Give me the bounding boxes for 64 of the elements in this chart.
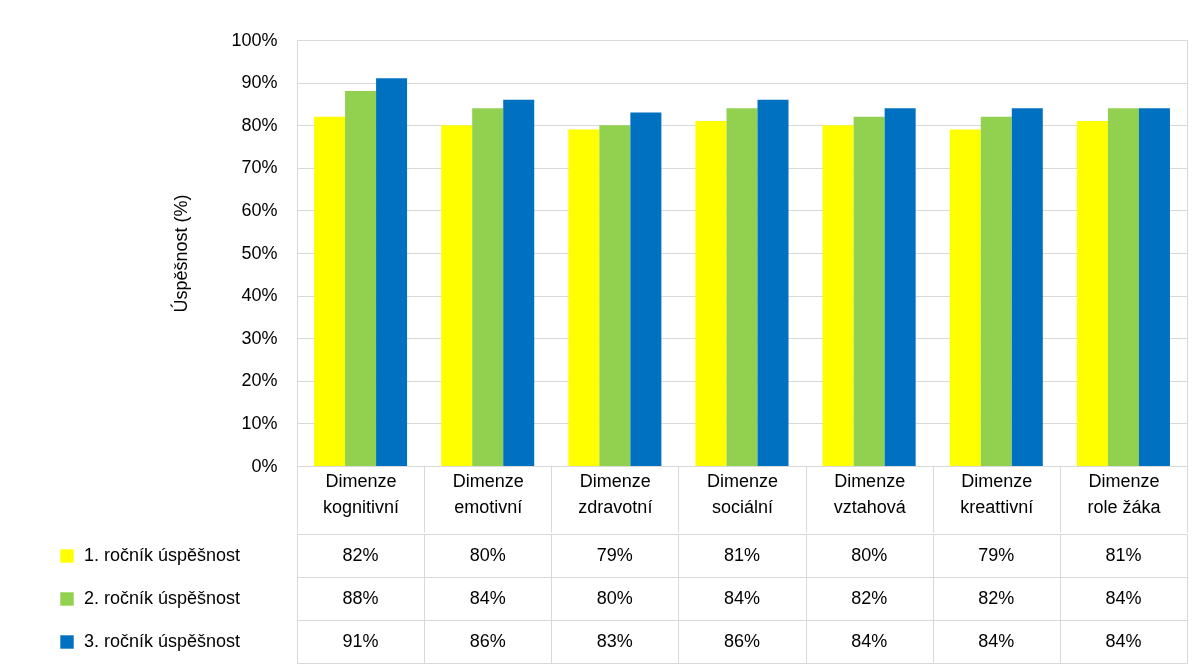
data-label: 83%	[596, 630, 633, 651]
data-label: 82%	[342, 544, 379, 565]
bar	[1138, 108, 1170, 466]
bar	[376, 78, 408, 466]
data-label: 81%	[1105, 544, 1142, 565]
data-label: 84%	[723, 587, 761, 608]
y-tick-label: 40%	[241, 285, 278, 306]
y-tick-label: 100%	[231, 29, 278, 50]
data-label: 82%	[851, 587, 888, 608]
bar	[630, 112, 662, 466]
data-label: 91%	[342, 630, 379, 651]
y-tick-label: 70%	[241, 157, 278, 178]
y-axis-title: Úspěšnost (%)	[170, 194, 192, 313]
data-label: 86%	[723, 630, 761, 651]
legend-label: 1. ročník úspěšnost	[84, 545, 241, 565]
data-label: 84%	[978, 630, 1015, 651]
data-label: 79%	[596, 544, 633, 565]
x-tick-label: Dimenze sociální	[706, 470, 779, 517]
data-label: 84%	[851, 630, 888, 651]
x-tick-label: Dimenze zdravotní	[578, 470, 653, 517]
y-tick-label: 10%	[241, 412, 278, 433]
bar	[853, 116, 885, 466]
legend-label: 3. ročník úspěšnost	[84, 631, 241, 651]
bar	[822, 125, 854, 466]
bar	[503, 99, 535, 466]
data-label: 79%	[978, 544, 1015, 565]
data-label: 84%	[1105, 630, 1142, 651]
legend-label: 2. ročník úspěšnost	[84, 588, 241, 608]
data-label: 80%	[851, 544, 888, 565]
bar	[980, 116, 1012, 466]
y-tick-label: 50%	[241, 242, 278, 263]
bar	[345, 91, 377, 466]
data-label: 86%	[469, 630, 506, 651]
bar	[695, 120, 727, 466]
y-tick-label: 20%	[241, 370, 278, 391]
data-label: 84%	[1105, 587, 1142, 608]
x-tick-label: Dimenze emotivní	[452, 470, 524, 517]
y-tick-label: 80%	[241, 114, 278, 135]
bar	[726, 108, 758, 466]
bar	[568, 129, 600, 466]
data-label: 84%	[469, 587, 506, 608]
bar	[441, 125, 473, 466]
data-label: 88%	[342, 587, 379, 608]
data-label: 80%	[469, 544, 506, 565]
y-tick-label: 0%	[251, 455, 278, 476]
x-tick-label: Dimenze role žáka	[1087, 470, 1162, 517]
bar	[599, 125, 631, 466]
bar	[1076, 120, 1108, 466]
bar	[472, 108, 504, 466]
x-tick-label: Dimenze vztahová	[833, 470, 907, 517]
bar	[884, 108, 916, 466]
data-label: 80%	[596, 587, 633, 608]
x-tick-label: Dimenze kreattivní	[960, 470, 1034, 517]
data-label: 81%	[723, 544, 761, 565]
bar	[757, 99, 789, 466]
bar	[314, 116, 346, 466]
y-tick-label: 90%	[241, 72, 278, 93]
data-label: 82%	[978, 587, 1015, 608]
y-tick-label: 30%	[241, 327, 278, 348]
bar	[1011, 108, 1043, 466]
x-tick-label: Dimenze kognitivní	[323, 470, 400, 517]
y-tick-label: 60%	[241, 199, 278, 220]
bar	[949, 129, 981, 466]
bar	[1107, 108, 1139, 466]
